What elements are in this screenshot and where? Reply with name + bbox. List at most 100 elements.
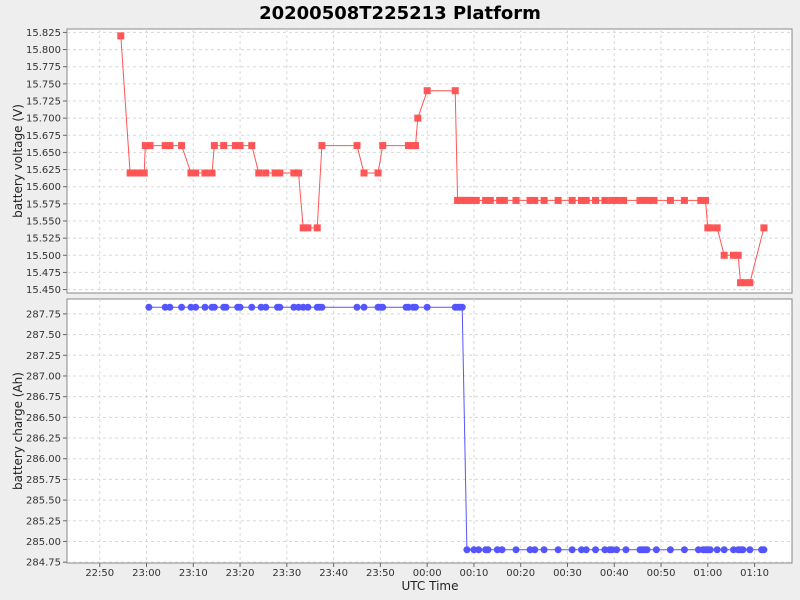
voltage-data-point bbox=[141, 142, 149, 150]
x-tick-label: 23:30 bbox=[272, 568, 301, 579]
voltage-data-point bbox=[210, 142, 218, 150]
voltage-data-point bbox=[496, 196, 504, 204]
voltage-data-point bbox=[620, 196, 628, 204]
charge-data-point bbox=[680, 546, 688, 554]
charge-y-tick-label: 285.75 bbox=[26, 475, 61, 486]
voltage-data-point bbox=[236, 142, 244, 150]
charge-data-point bbox=[166, 303, 174, 311]
charge-y-tick-label: 287.25 bbox=[26, 351, 61, 362]
voltage-data-point bbox=[760, 224, 768, 232]
charge-y-tick-label: 287.75 bbox=[26, 309, 61, 320]
charge-data-point bbox=[531, 546, 539, 554]
charge-y-tick-label: 286.75 bbox=[26, 392, 61, 403]
voltage-data-point bbox=[468, 196, 476, 204]
charge-y-tick-label: 287.00 bbox=[26, 371, 61, 382]
charge-data-point bbox=[484, 546, 492, 554]
x-tick-label: 00:50 bbox=[647, 568, 676, 579]
voltage-data-point bbox=[262, 169, 270, 177]
x-tick-label: 00:20 bbox=[506, 568, 535, 579]
voltage-data-point bbox=[178, 142, 186, 150]
voltage-data-point bbox=[746, 279, 754, 287]
voltage-data-point bbox=[248, 142, 256, 150]
voltage-data-point bbox=[526, 196, 534, 204]
voltage-grid bbox=[67, 29, 792, 293]
charge-data-point bbox=[652, 546, 660, 554]
charge-data-point bbox=[222, 303, 230, 311]
voltage-y-tick-label: 15.700 bbox=[26, 114, 61, 125]
voltage-data-point bbox=[737, 279, 745, 287]
charge-data-point bbox=[713, 546, 721, 554]
voltage-y-tick-label: 15.825 bbox=[26, 28, 61, 39]
charge-data-point bbox=[720, 546, 728, 554]
charge-data-point bbox=[304, 303, 312, 311]
voltage-data-point bbox=[680, 196, 688, 204]
charge-data-point bbox=[666, 546, 674, 554]
charge-data-point bbox=[423, 303, 431, 311]
voltage-data-point bbox=[117, 32, 125, 40]
voltage-data-point bbox=[734, 251, 742, 259]
voltage-y-tick-label: 15.550 bbox=[26, 217, 61, 228]
charge-data-point bbox=[411, 303, 419, 311]
voltage-data-point bbox=[554, 196, 562, 204]
charge-y-tick-label: 286.50 bbox=[26, 413, 61, 424]
charge-y-ticks: 284.75 285.00 285.25 285.50 285.75 286.00 286.… bbox=[26, 309, 67, 569]
charge-data-point bbox=[512, 546, 520, 554]
x-tick-label: 23:40 bbox=[319, 568, 348, 579]
x-tick-label: 00:30 bbox=[553, 568, 582, 579]
voltage-data-point bbox=[706, 224, 714, 232]
voltage-data-point bbox=[374, 169, 382, 177]
voltage-data-point bbox=[379, 142, 387, 150]
charge-data-point bbox=[554, 546, 562, 554]
charge-panel: 284.75 285.00 285.25 285.50 285.75 286.00 286.… bbox=[11, 298, 793, 569]
charge-plot-area bbox=[66, 298, 793, 564]
voltage-data-point bbox=[592, 196, 600, 204]
voltage-data-point bbox=[131, 169, 139, 177]
voltage-y-tick-label: 15.775 bbox=[26, 62, 61, 73]
x-tick-label: 23:50 bbox=[366, 568, 395, 579]
voltage-series bbox=[117, 32, 768, 287]
charge-y-axis-label: battery charge (Ah) bbox=[11, 372, 25, 490]
voltage-data-point bbox=[220, 142, 228, 150]
voltage-data-point bbox=[578, 196, 586, 204]
charge-data-point bbox=[760, 546, 768, 554]
charge-y-tick-label: 285.00 bbox=[26, 537, 61, 548]
voltage-data-point bbox=[730, 251, 738, 259]
voltage-data-point bbox=[608, 196, 616, 204]
voltage-data-point bbox=[697, 196, 705, 204]
charge-y-tick-label: 287.50 bbox=[26, 330, 61, 341]
voltage-y-tick-label: 15.625 bbox=[26, 165, 61, 176]
voltage-data-point bbox=[299, 224, 307, 232]
voltage-data-point bbox=[318, 142, 326, 150]
charge-data-point bbox=[568, 546, 576, 554]
voltage-data-point bbox=[126, 169, 134, 177]
x-axis-ticks: 22:50 23:00 23:10 23:20 23:30 23:40 23:50 00:00… bbox=[85, 563, 769, 579]
charge-data-point bbox=[592, 546, 600, 554]
charge-grid bbox=[67, 299, 792, 563]
charge-data-point bbox=[463, 546, 471, 554]
charge-y-tick-label: 284.75 bbox=[26, 558, 61, 569]
voltage-data-point bbox=[423, 87, 431, 95]
voltage-data-point bbox=[486, 196, 494, 204]
voltage-data-point bbox=[255, 169, 263, 177]
charge-data-point bbox=[192, 303, 200, 311]
charge-data-point bbox=[613, 546, 621, 554]
voltage-y-tick-label: 15.500 bbox=[26, 251, 61, 262]
charge-data-point bbox=[262, 303, 270, 311]
voltage-data-point bbox=[404, 142, 412, 150]
voltage-data-point bbox=[713, 224, 721, 232]
voltage-data-point bbox=[641, 196, 649, 204]
charge-data-point bbox=[276, 303, 284, 311]
voltage-data-point bbox=[636, 196, 644, 204]
voltage-data-point bbox=[276, 169, 284, 177]
voltage-data-point bbox=[512, 196, 520, 204]
charge-data-point bbox=[353, 303, 361, 311]
voltage-plot-area bbox=[66, 28, 793, 294]
voltage-y-axis-label: battery voltage (V) bbox=[11, 104, 25, 218]
charge-data-point bbox=[622, 546, 630, 554]
x-tick-label: 00:10 bbox=[460, 568, 489, 579]
voltage-data-point bbox=[295, 169, 303, 177]
charge-data-point bbox=[746, 546, 754, 554]
voltage-y-tick-label: 15.750 bbox=[26, 79, 61, 90]
voltage-data-point bbox=[741, 279, 749, 287]
